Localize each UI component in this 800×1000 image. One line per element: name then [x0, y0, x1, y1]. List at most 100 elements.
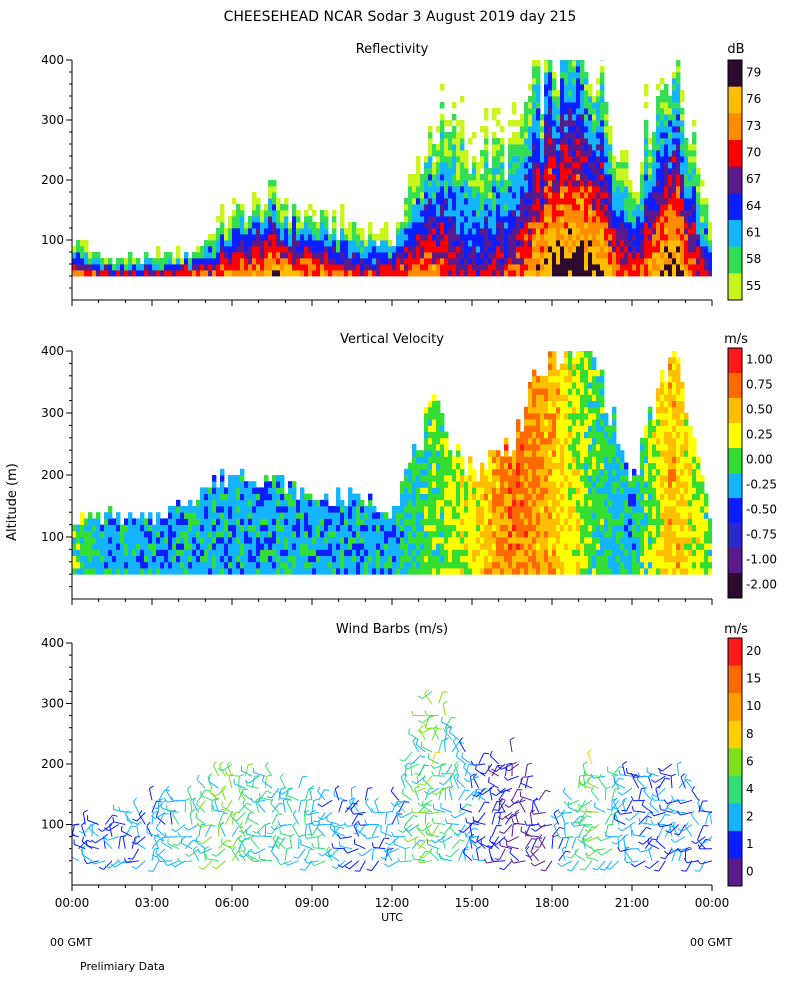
reflectivity-cell: [492, 180, 497, 187]
velocity-cell: [76, 549, 81, 556]
velocity-cell: [440, 530, 445, 538]
reflectivity-cell: [544, 258, 549, 265]
reflectivity-cell: [340, 228, 345, 235]
reflectivity-cell: [572, 60, 577, 67]
reflectivity-cell: [440, 258, 445, 265]
reflectivity-cell: [616, 186, 621, 193]
velocity-cell: [548, 530, 553, 538]
reflectivity-cell: [520, 126, 525, 133]
reflectivity-cell: [508, 156, 513, 163]
reflectivity-cell: [556, 150, 561, 157]
reflectivity-cell: [548, 48, 552, 54]
reflectivity-cell: [648, 186, 653, 193]
velocity-cell: [468, 475, 473, 482]
reflectivity-cell: [160, 270, 165, 277]
reflectivity-cell: [108, 264, 113, 271]
reflectivity-cell: [516, 132, 521, 139]
reflectivity-cell: [672, 132, 677, 139]
velocity-cell: [416, 543, 421, 550]
velocity-cell: [256, 506, 261, 513]
reflectivity-cell: [660, 216, 665, 223]
reflectivity-cell: [448, 150, 453, 157]
reflectivity-cell: [436, 204, 441, 211]
velocity-cell: [576, 456, 581, 463]
velocity-cell: [312, 561, 317, 569]
reflectivity-cell: [644, 156, 649, 163]
reflectivity-cell: [536, 60, 541, 61]
reflectivity-cell: [692, 186, 697, 193]
reflectivity-cell: [500, 228, 505, 235]
velocity-cell: [528, 462, 533, 470]
velocity-cell: [488, 456, 493, 463]
reflectivity-cell: [308, 228, 313, 235]
velocity-cell: [588, 357, 593, 364]
reflectivity-cell: [548, 264, 553, 271]
reflectivity-cell: [628, 204, 633, 211]
reflectivity-cell: [416, 204, 421, 211]
reflectivity-cell: [340, 222, 345, 229]
reflectivity-cell: [268, 270, 273, 277]
reflectivity-cell: [92, 270, 97, 277]
velocity-cell: [312, 568, 317, 575]
velocity-cell: [596, 425, 601, 432]
velocity-cell: [424, 419, 429, 426]
reflectivity-cell: [560, 222, 565, 229]
velocity-cell: [136, 543, 141, 550]
velocity-cell: [416, 524, 421, 532]
reflectivity-cell: [260, 264, 265, 271]
reflectivity-cell: [532, 144, 537, 151]
reflectivity-cell: [528, 222, 533, 229]
reflectivity-cell: [384, 264, 389, 271]
reflectivity-cell: [664, 144, 669, 151]
reflectivity-cell: [512, 264, 517, 271]
velocity-cell: [580, 499, 585, 507]
reflectivity-cell: [240, 222, 245, 229]
velocity-cell: [304, 512, 309, 519]
reflectivity-cell: [276, 204, 281, 211]
reflectivity-cell: [484, 192, 489, 199]
velocity-cell: [580, 437, 585, 445]
reflectivity-cell: [680, 228, 685, 235]
reflectivity-cell: [84, 258, 89, 265]
reflectivity-cell: [452, 102, 457, 109]
reflectivity-cell: [608, 156, 613, 163]
reflectivity-cell: [532, 84, 537, 91]
velocity-cell: [336, 506, 341, 513]
reflectivity-cell: [372, 264, 377, 271]
reflectivity-cell: [464, 252, 469, 259]
velocity-cell: [588, 475, 593, 482]
reflectivity-cell: [700, 180, 705, 187]
velocity-cell: [88, 555, 93, 563]
velocity-cell: [584, 406, 589, 414]
velocity-cell: [452, 518, 457, 525]
reflectivity-cell: [700, 270, 705, 277]
reflectivity-cell: [304, 228, 309, 235]
reflectivity-cell: [656, 84, 661, 91]
reflectivity-cell: [580, 270, 585, 277]
reflectivity-cell: [536, 156, 541, 163]
velocity-cell: [492, 524, 497, 532]
velocity-cell: [356, 543, 361, 550]
reflectivity-cell: [692, 156, 697, 163]
reflectivity-cell: [604, 114, 609, 121]
reflectivity-cell: [684, 186, 689, 193]
reflectivity-cell: [684, 150, 689, 157]
velocity-cell: [208, 568, 213, 575]
velocity-cell: [412, 512, 417, 519]
reflectivity-cell: [572, 138, 577, 145]
velocity-cell: [520, 444, 525, 451]
velocity-cell: [516, 537, 521, 544]
velocity-cell: [548, 561, 553, 569]
reflectivity-cell: [484, 126, 489, 133]
reflectivity-cell: [436, 192, 441, 199]
velocity-cell: [600, 549, 605, 556]
reflectivity-cell: [556, 234, 561, 241]
velocity-cell: [540, 524, 545, 532]
reflectivity-cell: [500, 174, 505, 181]
velocity-cell: [460, 475, 465, 482]
velocity-cell: [148, 530, 153, 538]
velocity-cell: [104, 524, 109, 532]
reflectivity-cell: [560, 246, 565, 253]
reflectivity-cell: [536, 96, 541, 103]
reflectivity-cell: [416, 156, 421, 163]
